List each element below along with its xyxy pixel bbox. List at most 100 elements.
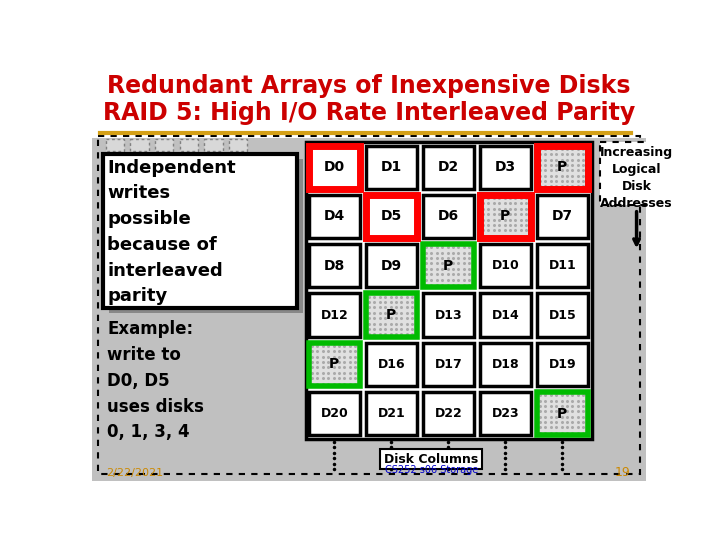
Bar [480, 392, 531, 435]
Bar [480, 244, 531, 287]
Text: D19: D19 [549, 358, 576, 371]
Bar [179, 139, 198, 151]
Bar [204, 139, 222, 151]
Text: D7: D7 [552, 210, 573, 224]
Bar [600, 142, 673, 205]
Bar [423, 392, 474, 435]
Bar [109, 159, 303, 313]
Bar [423, 343, 474, 386]
Bar [537, 146, 588, 189]
Bar [423, 392, 474, 435]
Text: D22: D22 [434, 407, 462, 420]
Text: P: P [386, 308, 397, 322]
Bar [366, 392, 417, 435]
Text: P: P [329, 357, 339, 372]
Text: D13: D13 [434, 308, 462, 321]
Text: 19: 19 [615, 467, 631, 480]
Bar [423, 294, 474, 336]
Bar [229, 139, 248, 151]
Bar [423, 294, 474, 336]
Bar [423, 244, 474, 287]
Bar [366, 195, 417, 238]
Bar [537, 343, 588, 386]
Bar [366, 392, 417, 435]
Bar [366, 244, 417, 287]
Bar [309, 195, 360, 238]
Text: Independent
writes
possible
because of
interleaved
parity: Independent writes possible because of i… [107, 159, 236, 305]
Bar [309, 146, 360, 189]
Bar [309, 343, 360, 386]
Bar [366, 343, 417, 386]
Bar [480, 195, 531, 238]
Bar [480, 244, 531, 287]
Bar [92, 138, 647, 481]
Text: RAID 5: High I/O Rate Interleaved Parity: RAID 5: High I/O Rate Interleaved Parity [103, 100, 635, 125]
Bar [423, 146, 474, 189]
Bar [98, 136, 640, 475]
Text: D16: D16 [377, 358, 405, 371]
Bar [480, 195, 531, 238]
Text: Redundant Arrays of Inexpensive Disks: Redundant Arrays of Inexpensive Disks [107, 75, 631, 98]
Bar [366, 294, 417, 336]
Bar [309, 244, 360, 287]
Bar [306, 142, 593, 439]
Bar [480, 294, 531, 336]
Bar [423, 146, 474, 189]
Bar [537, 244, 588, 287]
Bar [480, 146, 531, 189]
Bar [309, 343, 360, 386]
Text: D9: D9 [381, 259, 402, 273]
Bar [366, 343, 417, 386]
Text: D4: D4 [324, 210, 345, 224]
Bar [537, 244, 588, 287]
Bar [423, 244, 474, 287]
Bar [537, 195, 588, 238]
Text: D6: D6 [438, 210, 459, 224]
Bar [130, 139, 149, 151]
Text: D3: D3 [495, 160, 516, 174]
Bar [102, 154, 297, 308]
Bar [480, 392, 531, 435]
Text: D11: D11 [549, 259, 576, 272]
Bar [537, 195, 588, 238]
Bar [537, 392, 588, 435]
Bar [423, 343, 474, 386]
Bar [309, 244, 360, 287]
Bar [309, 294, 360, 336]
Bar [155, 139, 174, 151]
Text: Disk Columns: Disk Columns [384, 453, 479, 465]
Bar [537, 392, 588, 435]
Text: D1: D1 [381, 160, 402, 174]
Text: D14: D14 [492, 308, 519, 321]
Bar [366, 244, 417, 287]
Bar [480, 146, 531, 189]
Bar [480, 195, 531, 238]
Bar [423, 195, 474, 238]
Bar [423, 195, 474, 238]
Bar [309, 195, 360, 238]
Bar [309, 392, 360, 435]
Bar [480, 294, 531, 336]
Bar [366, 146, 417, 189]
Bar [537, 146, 588, 189]
Bar [309, 294, 360, 336]
Bar [106, 139, 124, 151]
Text: D23: D23 [492, 407, 519, 420]
Text: D2: D2 [438, 160, 459, 174]
Text: P: P [444, 259, 454, 273]
Text: D8: D8 [324, 259, 345, 273]
Bar [537, 294, 588, 336]
Text: P: P [557, 407, 567, 421]
Bar [366, 146, 417, 189]
Bar [366, 294, 417, 336]
Bar [480, 343, 531, 386]
Bar [480, 343, 531, 386]
Text: D10: D10 [492, 259, 519, 272]
Text: D0: D0 [324, 160, 345, 174]
Bar [537, 343, 588, 386]
Bar [309, 146, 360, 189]
Text: D20: D20 [320, 407, 348, 420]
Text: 2/22/2021: 2/22/2021 [106, 468, 163, 478]
Bar [537, 294, 588, 336]
Text: D15: D15 [549, 308, 576, 321]
